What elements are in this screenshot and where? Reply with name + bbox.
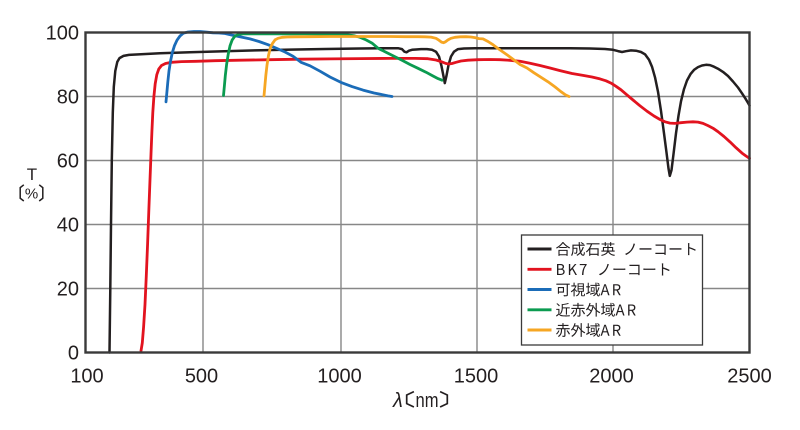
svg-text:100: 100 — [46, 23, 79, 45]
svg-text:20: 20 — [57, 279, 79, 301]
svg-text:100: 100 — [70, 366, 103, 388]
svg-text:T: T — [27, 165, 37, 184]
svg-text:1000: 1000 — [317, 366, 362, 388]
svg-text:1500: 1500 — [454, 366, 499, 388]
svg-text:60: 60 — [57, 151, 79, 173]
svg-text:2500: 2500 — [727, 366, 772, 388]
svg-text:%: % — [25, 185, 38, 202]
svg-text:λ: λ — [392, 390, 403, 412]
svg-text:nm: nm — [416, 390, 439, 412]
svg-text:2000: 2000 — [589, 366, 634, 388]
svg-text:0: 0 — [68, 343, 79, 365]
svg-text:500: 500 — [185, 366, 218, 388]
svg-text:40: 40 — [57, 215, 79, 237]
svg-text:80: 80 — [57, 87, 79, 109]
